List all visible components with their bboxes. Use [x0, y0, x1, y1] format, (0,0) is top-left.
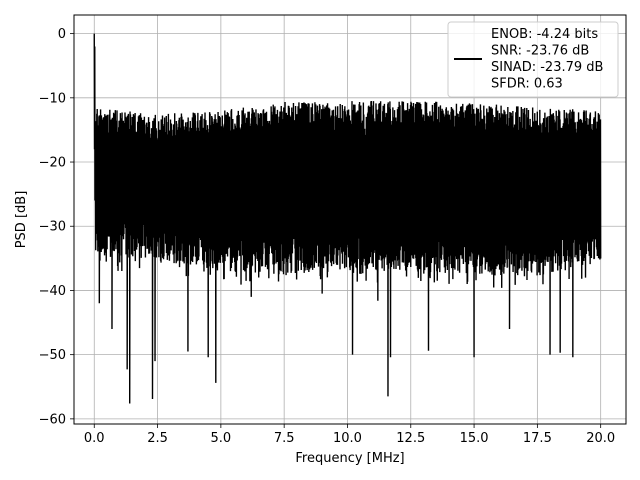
legend-sfdr: SFDR: 0.63: [491, 77, 563, 92]
x-tick-label-8: 20.0: [586, 431, 615, 446]
y-tick-label-2: −20: [39, 156, 66, 171]
legend-enob: ENOB: -4.24 bits: [491, 27, 598, 42]
x-tick-label-2: 5.0: [211, 431, 232, 446]
plot-frame: [73, 14, 627, 425]
y-tick-label-3: −30: [39, 220, 66, 235]
x-axis-label: Frequency [MHz]: [295, 451, 404, 466]
x-tick-label-6: 15.0: [460, 431, 489, 446]
legend-snr: SNR: -23.76 dB: [491, 44, 589, 59]
y-tick-label-4: −40: [39, 284, 66, 299]
series-psd: [93, 33, 602, 404]
y-tick-label-1: −10: [39, 91, 66, 106]
x-tick-label-5: 12.5: [396, 431, 425, 446]
legend-sinad: SINAD: -23.79 dB: [491, 60, 603, 75]
y-tick-label-5: −50: [39, 348, 66, 363]
x-tick-label-4: 10.0: [333, 431, 362, 446]
y-axis-label: PSD [dB]: [14, 191, 29, 249]
legend-box: [447, 21, 619, 98]
series-line: [93, 33, 602, 404]
legend: ENOB: -4.24 bits SNR: -23.76 dB SINAD: -…: [447, 21, 619, 98]
x-tick-label-1: 2.5: [147, 431, 168, 446]
x-tick-label-3: 7.5: [274, 431, 295, 446]
x-tick-label-7: 17.5: [523, 431, 552, 446]
ticks: 0.0 2.5 5.0 7.5 10.0 12.5 15.0 17.5 20.0 0 −10 −20 −…: [39, 27, 616, 446]
x-tick-label-0: 0.0: [84, 431, 105, 446]
y-tick-label-6: −60: [39, 412, 66, 427]
y-tick-label-0: 0: [58, 27, 66, 42]
